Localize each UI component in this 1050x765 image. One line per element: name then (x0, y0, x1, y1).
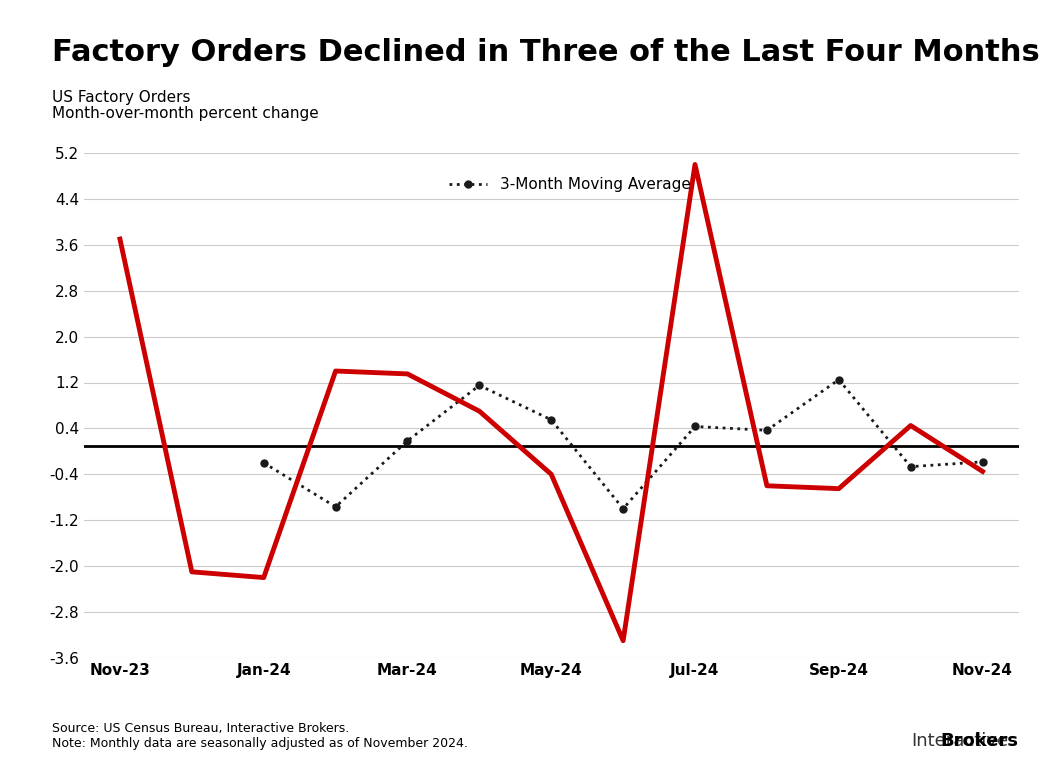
Text: Month-over-month percent change: Month-over-month percent change (52, 106, 319, 121)
Text: Factory Orders Declined in Three of the Last Four Months: Factory Orders Declined in Three of the … (52, 38, 1041, 67)
Text: US Factory Orders: US Factory Orders (52, 90, 191, 106)
Legend: 3-Month Moving Average: 3-Month Moving Average (443, 171, 697, 198)
Text: Brokers: Brokers (941, 731, 1018, 750)
Text: Interactive: Interactive (911, 731, 1008, 750)
Text: Source: US Census Bureau, Interactive Brokers.
Note: Monthly data are seasonally: Source: US Census Bureau, Interactive Br… (52, 721, 468, 750)
